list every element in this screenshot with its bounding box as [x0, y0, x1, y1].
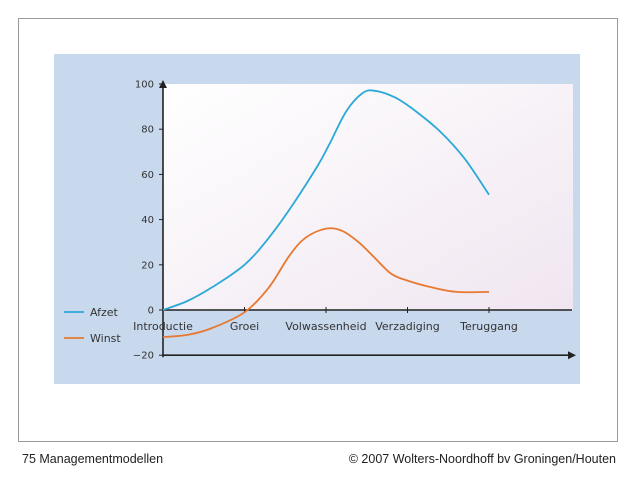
- x-tick-label: Groei: [230, 320, 259, 333]
- x-tick-label: Teruggang: [459, 320, 518, 333]
- x-axis-arrow: [568, 351, 576, 360]
- x-tick-label: Verzadiging: [375, 320, 440, 333]
- series-line-winst: [162, 227, 490, 338]
- footer-copyright: © 2007 Wolters-Noordhoff bv Groningen/Ho…: [348, 452, 616, 466]
- series-line-afzet: [162, 89, 490, 311]
- y-tick-label: 60: [141, 170, 154, 181]
- y-tick-label: 0: [148, 306, 154, 317]
- y-tick-label: 40: [141, 215, 154, 226]
- y-tick-label: −20: [133, 351, 154, 362]
- footer-source: 75 Managementmodellen: [22, 452, 164, 466]
- y-tick-label: 80: [141, 125, 154, 136]
- x-tick-label: Introductie: [133, 320, 193, 333]
- legend-label-winst: Winst: [90, 332, 121, 345]
- y-tick-label: 20: [141, 260, 154, 271]
- plot-area: [163, 84, 573, 310]
- x-tick-label: Volwassenheid: [285, 320, 366, 333]
- y-tick-label: 100: [135, 80, 154, 91]
- legend-label-afzet: Afzet: [90, 306, 119, 319]
